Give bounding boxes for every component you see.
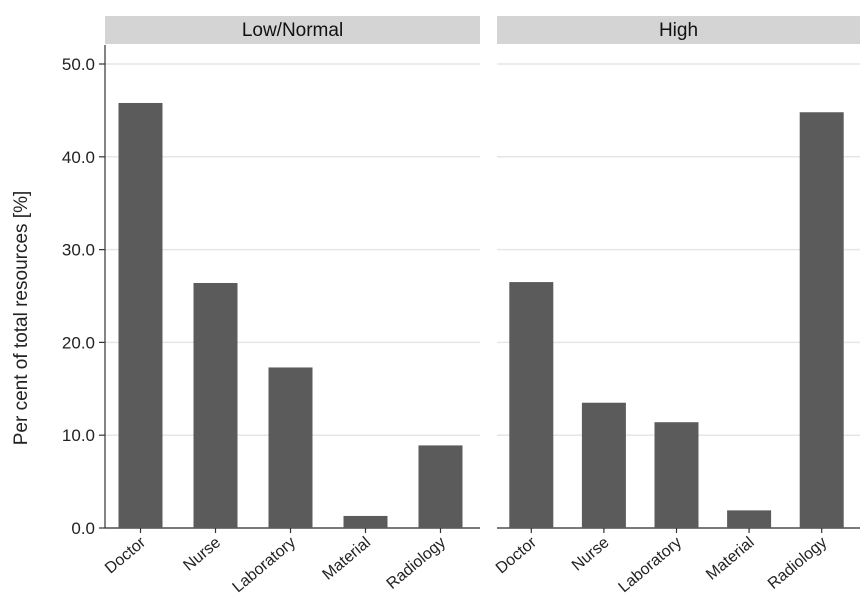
bar-material: [343, 515, 388, 528]
bar-laboratory: [654, 422, 699, 528]
bar-material: [727, 510, 772, 528]
y-tick-label: 10.0: [62, 426, 95, 445]
y-tick-label: 50.0: [62, 55, 95, 74]
x-tick-label-material: Material: [703, 534, 758, 584]
panel-strip-label: Low/Normal: [242, 20, 343, 41]
bar-doctor: [118, 102, 163, 528]
x-tick-label-nurse: Nurse: [180, 534, 224, 575]
panel-strip-label: High: [659, 20, 698, 41]
bar-nurse: [193, 283, 238, 528]
x-tick-label-doctor: Doctor: [102, 534, 150, 578]
y-tick-label: 40.0: [62, 148, 95, 167]
panel-high: High Doctor Nurse Laboratory Material Radiolo…: [493, 16, 860, 596]
x-tick-label-doctor: Doctor: [493, 534, 541, 578]
panel-strip: [497, 16, 860, 44]
y-axis-title: Per cent of total resources [%]: [11, 191, 32, 446]
x-tick-label-radiology: Radiology: [384, 534, 449, 593]
x-tick-label-nurse: Nurse: [569, 534, 613, 575]
y-tick-label: 30.0: [62, 241, 95, 260]
x-tick-label-material: Material: [320, 534, 375, 584]
bar-radiology: [418, 445, 463, 528]
bar-radiology: [799, 112, 844, 529]
bar-laboratory: [268, 367, 313, 528]
y-tick-label: 20.0: [62, 333, 95, 352]
x-tick-label-laboratory: Laboratory: [616, 534, 686, 596]
panel-low-normal: Low/Normal 0.0 10.0 20.0 30.0 40.0 50.0 Doctor N…: [62, 16, 480, 596]
x-tick-label-radiology: Radiology: [765, 534, 830, 593]
panel-strip: [105, 16, 480, 44]
y-tick-label: 0.0: [71, 519, 95, 538]
panels: Low/Normal 0.0 10.0 20.0 30.0 40.0 50.0 Doctor N…: [62, 16, 860, 596]
bar-nurse: [581, 402, 626, 528]
bar-doctor: [509, 282, 554, 528]
x-tick-label-laboratory: Laboratory: [230, 534, 300, 596]
